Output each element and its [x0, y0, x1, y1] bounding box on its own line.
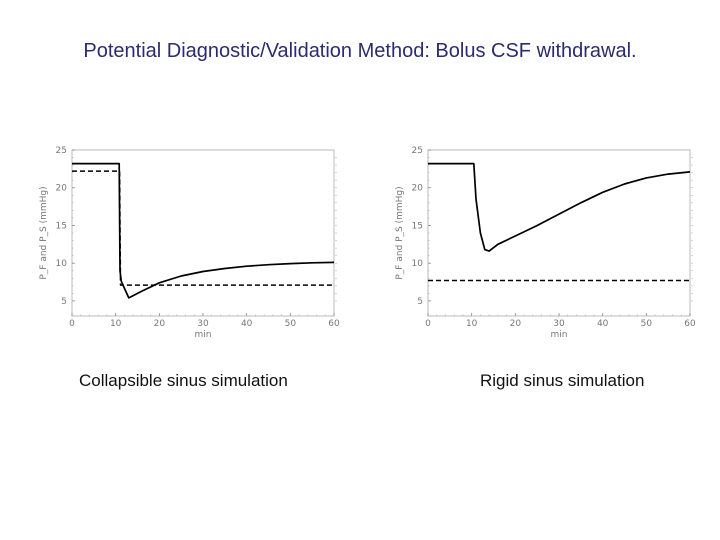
- y-tick-label: 25: [56, 146, 67, 156]
- x-tick-label: 30: [197, 319, 209, 329]
- y-tick-label: 10: [56, 259, 68, 269]
- x-tick-label: 10: [466, 319, 478, 329]
- plot-frame: [427, 149, 691, 317]
- x-tick-label: 0: [425, 319, 431, 329]
- collapsible-sinus-chart-svg: 0 10 20 30 40 50 60 5 10 15 20 25 min P_F and P_S (mm…: [39, 146, 340, 340]
- x-tick-label: 10: [110, 319, 122, 329]
- rigid-sinus-caption: Rigid sinus simulation: [480, 371, 645, 390]
- x-tick-label: 40: [597, 319, 609, 329]
- x-tick-label: 60: [684, 319, 696, 329]
- slide-title: Potential Diagnostic/Validation Method: …: [83, 40, 637, 62]
- y-tick-label: 15: [412, 221, 423, 231]
- x-tick-label: 20: [154, 319, 166, 329]
- collapsible-sinus-chart: 0 10 20 30 40 50 60 5 10 15 20 25 min P_F and P_S (mm…: [28, 138, 348, 348]
- plot-frame: [71, 149, 335, 317]
- x-tick-label: 20: [510, 319, 522, 329]
- x-tick-label: 50: [641, 319, 653, 329]
- solid-series-line: [428, 162, 691, 252]
- y-tick-label: 5: [417, 297, 423, 307]
- x-axis-label: min: [551, 330, 568, 340]
- y-axis-label: P_F and P_S (mmHg): [395, 186, 405, 279]
- y-tick-label: 25: [412, 146, 423, 156]
- x-tick-label: 30: [553, 319, 565, 329]
- rigid-sinus-chart: 0 10 20 30 40 50 60 5 10 15 20 25 min P_F and P_S (mm…: [384, 138, 704, 348]
- y-tick-label: 15: [56, 221, 67, 231]
- y-tick-label: 5: [61, 297, 67, 307]
- y-tick-label: 10: [412, 259, 424, 269]
- dashed-series-line: [72, 170, 334, 286]
- x-axis-label: min: [195, 330, 212, 340]
- rigid-sinus-chart-svg: 0 10 20 30 40 50 60 5 10 15 20 25 min P_F and P_S (mm…: [395, 146, 696, 340]
- x-tick-label: 0: [69, 319, 75, 329]
- y-tick-label: 20: [56, 184, 68, 194]
- x-tick-label: 60: [328, 319, 340, 329]
- y-axis-label: P_F and P_S (mmHg): [39, 186, 49, 279]
- x-tick-label: 50: [285, 319, 297, 329]
- y-tick-label: 20: [412, 184, 424, 194]
- collapsible-sinus-caption: Collapsible sinus simulation: [79, 371, 288, 390]
- solid-series-line: [72, 162, 335, 299]
- x-tick-label: 40: [241, 319, 253, 329]
